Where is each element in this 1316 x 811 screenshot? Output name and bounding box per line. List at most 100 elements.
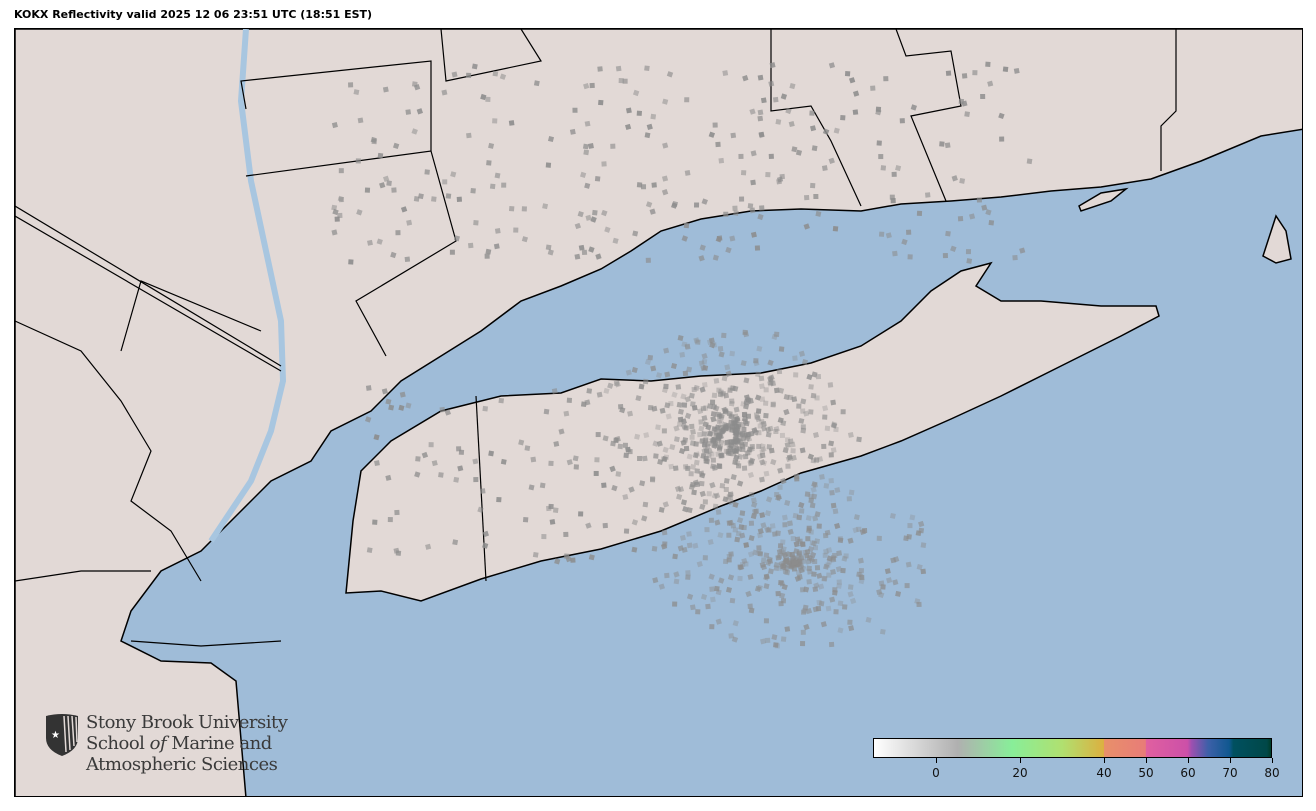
echo-pixel: [786, 558, 793, 565]
echo-pixel: [918, 520, 925, 528]
echo-pixel: [748, 520, 755, 526]
shield-logo-icon: ★: [46, 714, 78, 756]
echo-pixel: [964, 111, 970, 117]
echo-pixel: [732, 205, 738, 211]
echo-pixel: [782, 447, 789, 454]
echo-pixel: [709, 586, 715, 592]
echo-pixel: [773, 561, 780, 569]
echo-pixel: [392, 142, 400, 149]
colorbar-tick-label: 80: [1264, 766, 1280, 780]
echo-pixel: [541, 534, 547, 540]
echo-pixel: [727, 439, 733, 445]
echo-pixel: [661, 175, 669, 182]
echo-pixel: [840, 567, 846, 574]
echo-pixel: [424, 169, 430, 175]
echo-pixel: [757, 551, 764, 557]
echo-pixel: [760, 420, 767, 427]
echo-pixel: [699, 490, 706, 497]
echo-pixel: [740, 401, 747, 407]
echo-pixel: [714, 519, 721, 526]
echo-pixel: [486, 160, 492, 166]
echo-pixel: [765, 172, 771, 178]
echo-pixel: [763, 412, 769, 419]
echo-pixel: [815, 373, 822, 380]
echo-pixel: [748, 430, 755, 437]
echo-pixel: [395, 550, 402, 556]
echo-pixel: [572, 455, 579, 462]
echo-pixel: [832, 508, 839, 515]
echo-pixel: [756, 443, 762, 449]
echo-pixel: [494, 228, 501, 234]
logo-line-2: School of Marine and: [86, 733, 287, 754]
echo-pixel: [807, 453, 815, 460]
echo-pixel: [812, 558, 818, 564]
echo-pixel: [753, 358, 759, 364]
echo-pixel: [501, 182, 507, 188]
echo-pixel: [757, 115, 764, 122]
echo-pixel: [728, 413, 735, 420]
echo-pixel: [837, 627, 844, 634]
echo-pixel: [939, 141, 945, 147]
echo-pixel: [665, 413, 672, 420]
echo-pixel: [589, 82, 595, 89]
echo-pixel: [356, 209, 363, 216]
echo-pixel: [689, 604, 696, 611]
echo-pixel: [628, 486, 635, 493]
echo-pixel: [821, 165, 828, 171]
echo-pixel: [677, 486, 685, 493]
echo-pixel: [781, 551, 789, 558]
echo-pixel: [719, 482, 726, 489]
colorbar-tick-label: 40: [1096, 766, 1112, 780]
echo-pixel: [338, 168, 344, 174]
echo-pixel: [725, 370, 732, 377]
echo-pixel: [998, 112, 1005, 120]
echo-pixel: [715, 141, 721, 148]
echo-pixel: [518, 439, 525, 446]
echo-pixel: [760, 97, 767, 104]
echo-pixel: [886, 577, 893, 584]
echo-pixel: [726, 532, 732, 538]
echo-pixel: [439, 406, 446, 413]
echo-pixel: [642, 378, 649, 385]
echo-pixel: [698, 255, 705, 262]
echo-pixel: [803, 586, 810, 593]
echo-pixel: [1013, 67, 1020, 74]
echo-pixel: [759, 476, 765, 483]
echo-pixel: [737, 575, 743, 582]
echo-pixel: [828, 478, 834, 484]
echo-pixel: [777, 484, 783, 490]
colorbar-tick: [1104, 758, 1105, 763]
echo-pixel: [813, 193, 819, 200]
echo-pixel: [725, 586, 733, 593]
echo-pixel: [892, 250, 898, 257]
echo-pixel: [716, 387, 722, 393]
echo-pixel: [500, 458, 507, 465]
echo-pixel: [843, 553, 849, 559]
echo-pixel: [793, 372, 799, 378]
echo-pixel: [645, 201, 653, 208]
echo-pixel: [681, 546, 688, 553]
echo-pixel: [789, 83, 796, 90]
echo-pixel: [760, 446, 767, 453]
echo-pixel: [814, 511, 821, 518]
echo-pixel: [780, 539, 786, 545]
echo-pixel: [828, 452, 834, 458]
echo-pixel: [421, 451, 429, 459]
echo-pixel: [811, 481, 818, 488]
echo-pixel: [563, 531, 569, 538]
echo-pixel: [636, 182, 643, 188]
echo-pixel: [730, 451, 736, 457]
echo-pixel: [916, 601, 922, 607]
echo-pixel: [686, 453, 693, 460]
logo-text-italic: of: [149, 733, 167, 754]
colorbar-tick: [1146, 758, 1147, 763]
echo-pixel: [622, 442, 628, 448]
echo-pixel: [748, 607, 755, 614]
echo-pixel: [675, 384, 682, 390]
echo-pixel: [780, 598, 787, 604]
echo-pixel: [734, 536, 741, 543]
echo-pixel: [673, 425, 680, 432]
echo-pixel: [976, 197, 982, 203]
echo-pixel: [456, 446, 462, 452]
echo-pixel: [705, 603, 711, 610]
